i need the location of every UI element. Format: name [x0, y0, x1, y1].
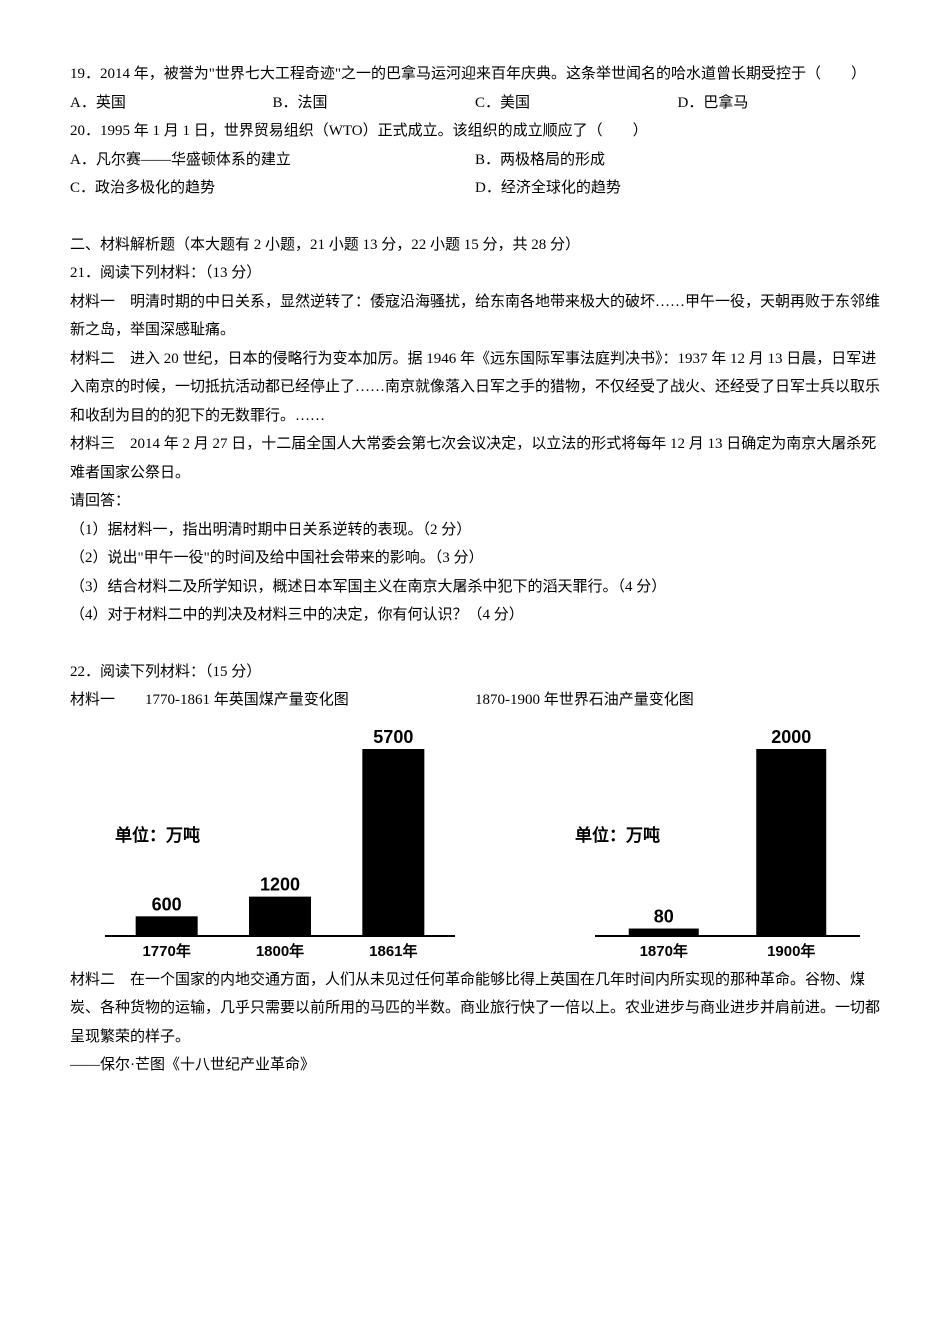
q19-options: A．英国 B．法国 C．美国 D．巴拿马	[70, 89, 880, 118]
charts-row: 600 1770年 1200 1800年 5700 1861年 单位：万吨 80 1870年 2…	[70, 721, 880, 966]
q20-options-row1: A．凡尔赛——华盛顿体系的建立 B．两极格局的形成	[70, 146, 880, 175]
q22-chart-titles: 材料一 1770-1861 年英国煤产量变化图 1870-1900 年世界石油产…	[70, 686, 880, 715]
q19-stem: 19．2014 年，被誉为"世界七大工程奇迹"之一的巴拿马运河迎来百年庆典。这条…	[70, 60, 880, 89]
svg-text:600: 600	[152, 894, 182, 914]
q19-opt-a: A．英国	[70, 89, 273, 118]
q21-sub1: （1）据材料一，指出明清时期中日关系逆转的表现。（2 分）	[70, 516, 880, 545]
coal-chart: 600 1770年 1200 1800年 5700 1861年 单位：万吨	[70, 721, 470, 966]
q21-material3: 材料三 2014 年 2 月 27 日，十二届全国人大常委会第七次会议决定，以立…	[70, 430, 880, 487]
q21-material2: 材料二 进入 20 世纪，日本的侵略行为变本加厉。据 1946 年《远东国际军事…	[70, 345, 880, 431]
q20-opt-c: C．政治多极化的趋势	[70, 174, 475, 203]
q21-sub3: （3）结合材料二及所学知识，概述日本军国主义在南京大屠杀中犯下的滔天罪行。（4 …	[70, 573, 880, 602]
q21-please-answer: 请回答：	[70, 487, 880, 516]
q21-sub2: （2）说出"甲午一役"的时间及给中国社会带来的影响。（3 分）	[70, 544, 880, 573]
oil-chart: 80 1870年 2000 1900年 单位：万吨	[545, 721, 880, 966]
q20-opt-a: A．凡尔赛——华盛顿体系的建立	[70, 146, 475, 175]
section2-header: 二、材料解析题（本大题有 2 小题，21 小题 13 分，22 小题 15 分，…	[70, 231, 880, 260]
q20-opt-b: B．两极格局的形成	[475, 146, 880, 175]
svg-text:单位：万吨: 单位：万吨	[575, 825, 660, 845]
svg-text:1861年: 1861年	[369, 942, 417, 960]
q22-citation: ——保尔·芒图《十八世纪产业革命》	[70, 1051, 880, 1080]
q20-stem: 20．1995 年 1 月 1 日，世界贸易组织（WTO）正式成立。该组织的成立…	[70, 117, 880, 146]
q19-opt-c: C．美国	[475, 89, 678, 118]
q21-material1: 材料一 明清时期的中日关系，显然逆转了：倭寇沿海骚扰，给东南各地带来极大的破坏……	[70, 288, 880, 345]
svg-text:5700: 5700	[373, 727, 413, 747]
svg-text:1800年: 1800年	[256, 942, 304, 960]
q20-opt-d: D．经济全球化的趋势	[475, 174, 880, 203]
svg-text:单位：万吨: 单位：万吨	[115, 825, 200, 845]
q22-title: 22．阅读下列材料：（15 分）	[70, 658, 880, 687]
q19-opt-b: B．法国	[273, 89, 476, 118]
q21-title: 21．阅读下列材料：（13 分）	[70, 259, 880, 288]
svg-text:2000: 2000	[771, 727, 811, 747]
svg-text:1900年: 1900年	[767, 942, 815, 960]
q22-material2: 材料二 在一个国家的内地交通方面，人们从未见过任何革命能够比得上英国在几年时间内…	[70, 966, 880, 1052]
svg-text:80: 80	[654, 906, 674, 926]
q20-options-row2: C．政治多极化的趋势 D．经济全球化的趋势	[70, 174, 880, 203]
q22-material1-label: 材料一 1770-1861 年英国煤产量变化图	[70, 686, 475, 715]
q21-sub4: （4）对于材料二中的判决及材料三中的决定，你有何认识？（4 分）	[70, 601, 880, 630]
q22-material1-label2: 1870-1900 年世界石油产量变化图	[475, 686, 880, 715]
svg-text:1200: 1200	[260, 874, 300, 894]
svg-text:1870年: 1870年	[640, 942, 688, 960]
svg-text:1770年: 1770年	[142, 942, 190, 960]
q19-opt-d: D．巴拿马	[678, 89, 881, 118]
